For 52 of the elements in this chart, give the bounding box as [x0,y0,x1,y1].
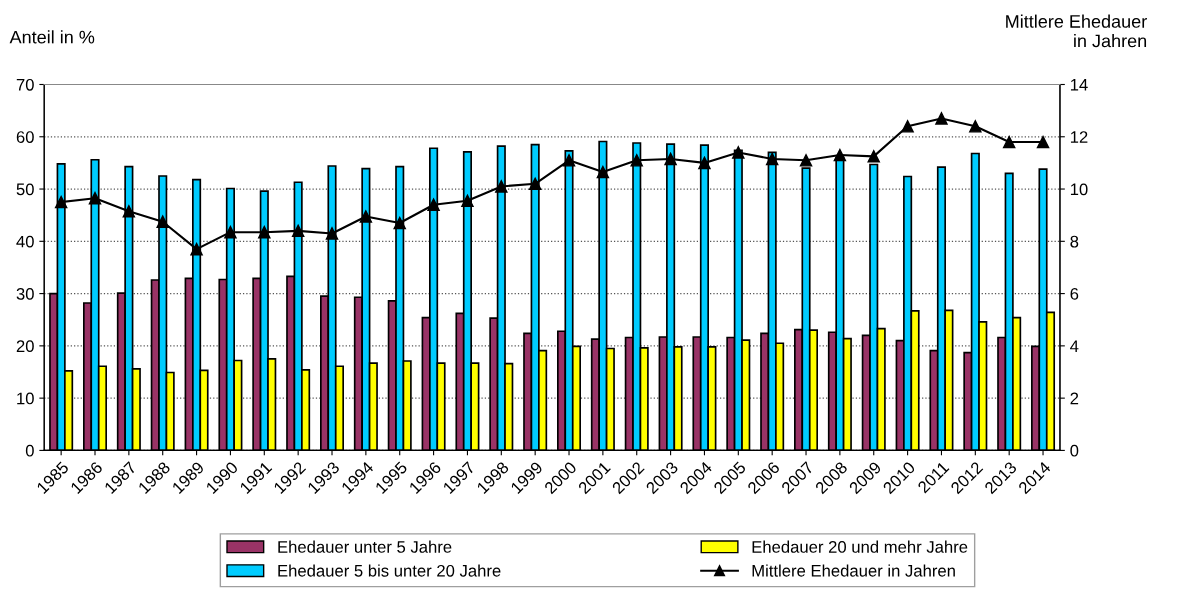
point [495,180,508,193]
point [799,154,813,167]
point [156,215,169,228]
point [867,150,880,163]
point [258,225,271,239]
point [291,224,305,238]
y-tick-label: 20 [16,340,34,353]
y2-tick-label: 12 [1070,131,1088,143]
point [325,227,339,240]
point [969,120,982,133]
point [54,195,68,209]
y2-tick-label: 10 [1070,183,1088,196]
point [562,154,576,167]
y2-tick-label: 2 [1070,392,1079,405]
legend-label: Ehedauer 5 bis unter 20 Jahre [278,564,501,577]
y-tick-label: 60 [16,131,34,143]
y-tick-label: 40 [16,235,34,248]
y2-tick-label: 14 [1070,79,1088,91]
y2-tick-label: 6 [1070,287,1079,300]
point [732,146,745,159]
point [596,165,610,179]
point [359,210,373,223]
y-tick-label: 30 [16,287,34,300]
point [1002,135,1016,149]
y-tick-label: 50 [16,183,34,196]
point [88,191,102,205]
point [664,152,677,166]
point [833,148,847,162]
y-tick-label: 10 [17,392,34,405]
point [393,216,406,230]
point [765,152,779,166]
point [224,225,237,239]
point [630,154,643,167]
y2-tick-label: 4 [1070,340,1079,352]
point [461,194,474,208]
point [901,120,914,133]
point [698,156,711,170]
y2-axis-title: Mittlere Ehedauer in Jahren [1006,14,1147,48]
point [1036,135,1050,149]
y2-tick-label: 0 [1070,444,1079,457]
legend-label: Ehedauer 20 und mehr Jahre [752,540,968,553]
point [427,198,440,211]
y-tick-label: 70 [16,78,34,91]
point [122,205,136,218]
y2-tick-label: 8 [1070,235,1079,248]
point [528,177,542,191]
legend-label: Mittlere Ehedauer in Jahren [752,564,955,577]
y-tick-label: 0 [25,444,34,457]
point [935,112,948,125]
y-axis-title: Anteil in % [9,30,95,44]
point [190,242,203,256]
legend-label: Ehedauer unter 5 Jahre [278,540,452,553]
